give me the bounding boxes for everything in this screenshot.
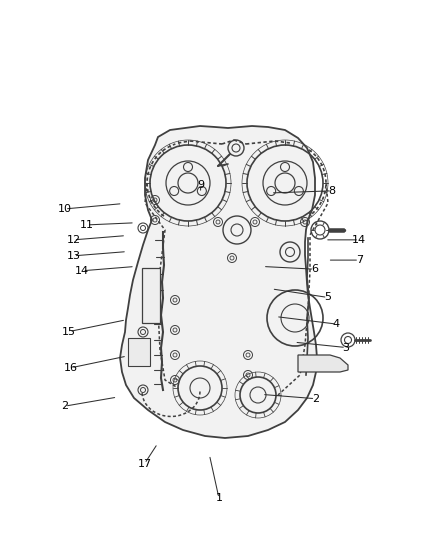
Text: 12: 12: [67, 235, 81, 245]
Text: 15: 15: [62, 327, 76, 336]
Text: 3: 3: [343, 343, 350, 352]
Bar: [142, 268, 160, 323]
Text: 10: 10: [58, 204, 72, 214]
Text: 8: 8: [328, 186, 336, 196]
Text: 2: 2: [312, 394, 319, 403]
Text: 11: 11: [80, 220, 94, 230]
Text: 17: 17: [138, 459, 152, 469]
Text: 2: 2: [61, 401, 68, 411]
Text: 5: 5: [324, 293, 331, 302]
Text: 14: 14: [352, 235, 366, 245]
Bar: [128, 338, 150, 366]
Text: 7: 7: [356, 255, 363, 265]
Text: 14: 14: [75, 266, 89, 276]
Text: 9: 9: [197, 181, 204, 190]
Text: 13: 13: [67, 251, 81, 261]
PathPatch shape: [120, 126, 317, 438]
Text: 16: 16: [64, 363, 78, 373]
Text: 1: 1: [215, 494, 223, 503]
Polygon shape: [298, 355, 348, 372]
Text: 6: 6: [311, 264, 318, 274]
Text: 4: 4: [333, 319, 340, 329]
